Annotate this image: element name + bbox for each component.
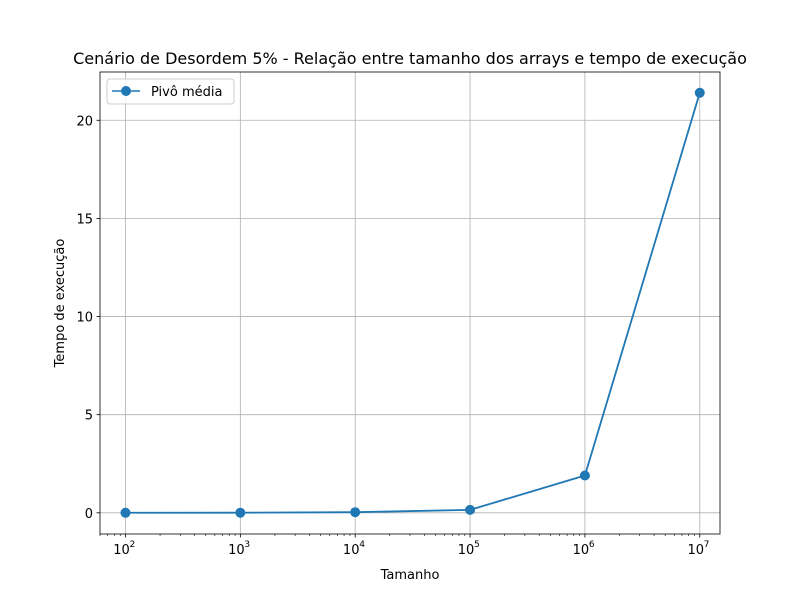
y-axis-label: Tempo de execução: [53, 239, 68, 369]
y-tick-label: 20: [76, 114, 93, 129]
x-tick-label: 10: [573, 543, 590, 558]
legend-frame: [106, 78, 235, 105]
x-axis-label: Tamanho: [380, 568, 440, 583]
data-point: [579, 470, 590, 481]
data-point: [465, 504, 476, 515]
y-tick-label: 5: [85, 409, 93, 424]
x-tick-label: 10: [458, 543, 475, 558]
chart-title: Cenário de Desordem 5% - Relação entre t…: [73, 49, 747, 68]
y-tick-label: 15: [76, 212, 93, 227]
legend: Pivô média: [106, 78, 235, 105]
x-tick-exponent: 2: [129, 540, 135, 550]
x-tick-label: 10: [688, 543, 705, 558]
series-layer: [120, 87, 705, 518]
series-line: [125, 92, 701, 514]
legend-point-marker: [121, 86, 131, 96]
legend-label: Pivô média: [151, 85, 222, 100]
x-tick-exponent: 5: [474, 540, 480, 550]
x-tick-exponent: 3: [244, 540, 250, 550]
x-tick-label: 10: [113, 543, 130, 558]
x-tick-label: 10: [343, 543, 360, 558]
x-tick-exponent: 4: [359, 540, 365, 550]
data-point: [350, 507, 361, 518]
x-tick-exponent: 7: [704, 540, 710, 550]
data-point: [120, 507, 131, 518]
x-tick-exponent: 6: [589, 540, 595, 550]
data-point: [694, 87, 705, 98]
y-tick-label: 0: [85, 507, 93, 522]
x-tick-label: 10: [228, 543, 245, 558]
data-point: [235, 507, 246, 518]
grid-lines: [100, 72, 720, 534]
plot-area: [100, 72, 720, 534]
y-tick-label: 10: [76, 311, 93, 326]
